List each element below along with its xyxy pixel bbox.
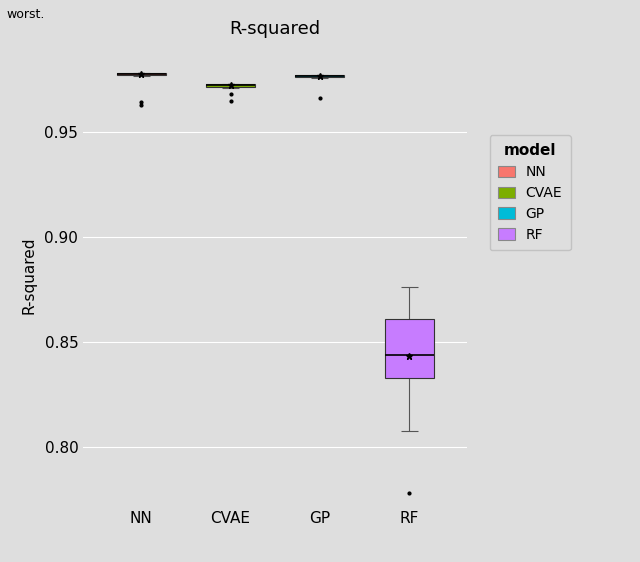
Y-axis label: R-squared: R-squared (21, 237, 36, 314)
Title: R-squared: R-squared (230, 20, 321, 38)
Legend: NN, CVAE, GP, RF: NN, CVAE, GP, RF (490, 135, 571, 250)
Bar (385, 319, 434, 378)
Text: worst.: worst. (6, 8, 45, 21)
Bar (116, 73, 166, 75)
Bar (206, 84, 255, 87)
Bar (295, 75, 344, 77)
